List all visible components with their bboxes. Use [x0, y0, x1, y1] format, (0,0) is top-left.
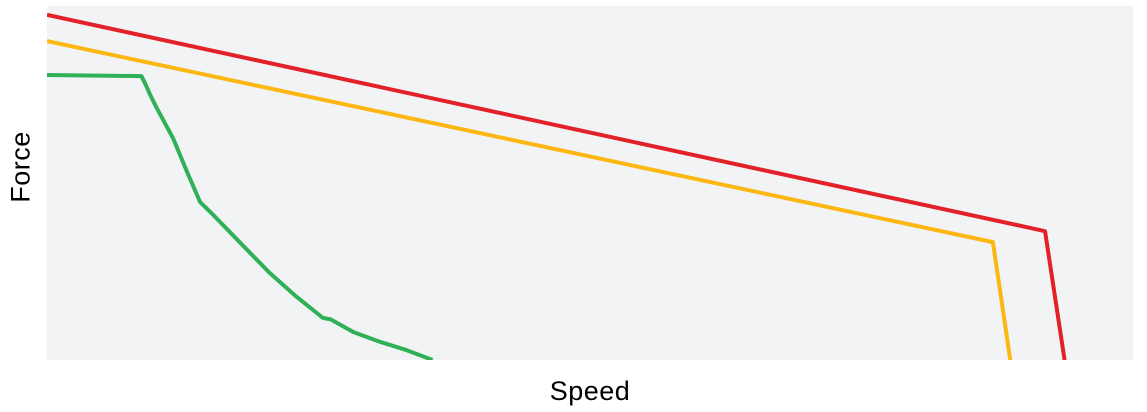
y-axis-label: Force	[5, 131, 36, 203]
series-line-red-curve	[47, 12, 1067, 360]
plot-area	[47, 6, 1133, 360]
series-line-amber-curve	[47, 39, 1013, 360]
series-line-green-curve	[47, 73, 434, 360]
force-speed-chart	[47, 6, 1133, 360]
x-axis-label: Speed	[549, 376, 631, 406]
plot-background	[47, 6, 1133, 360]
